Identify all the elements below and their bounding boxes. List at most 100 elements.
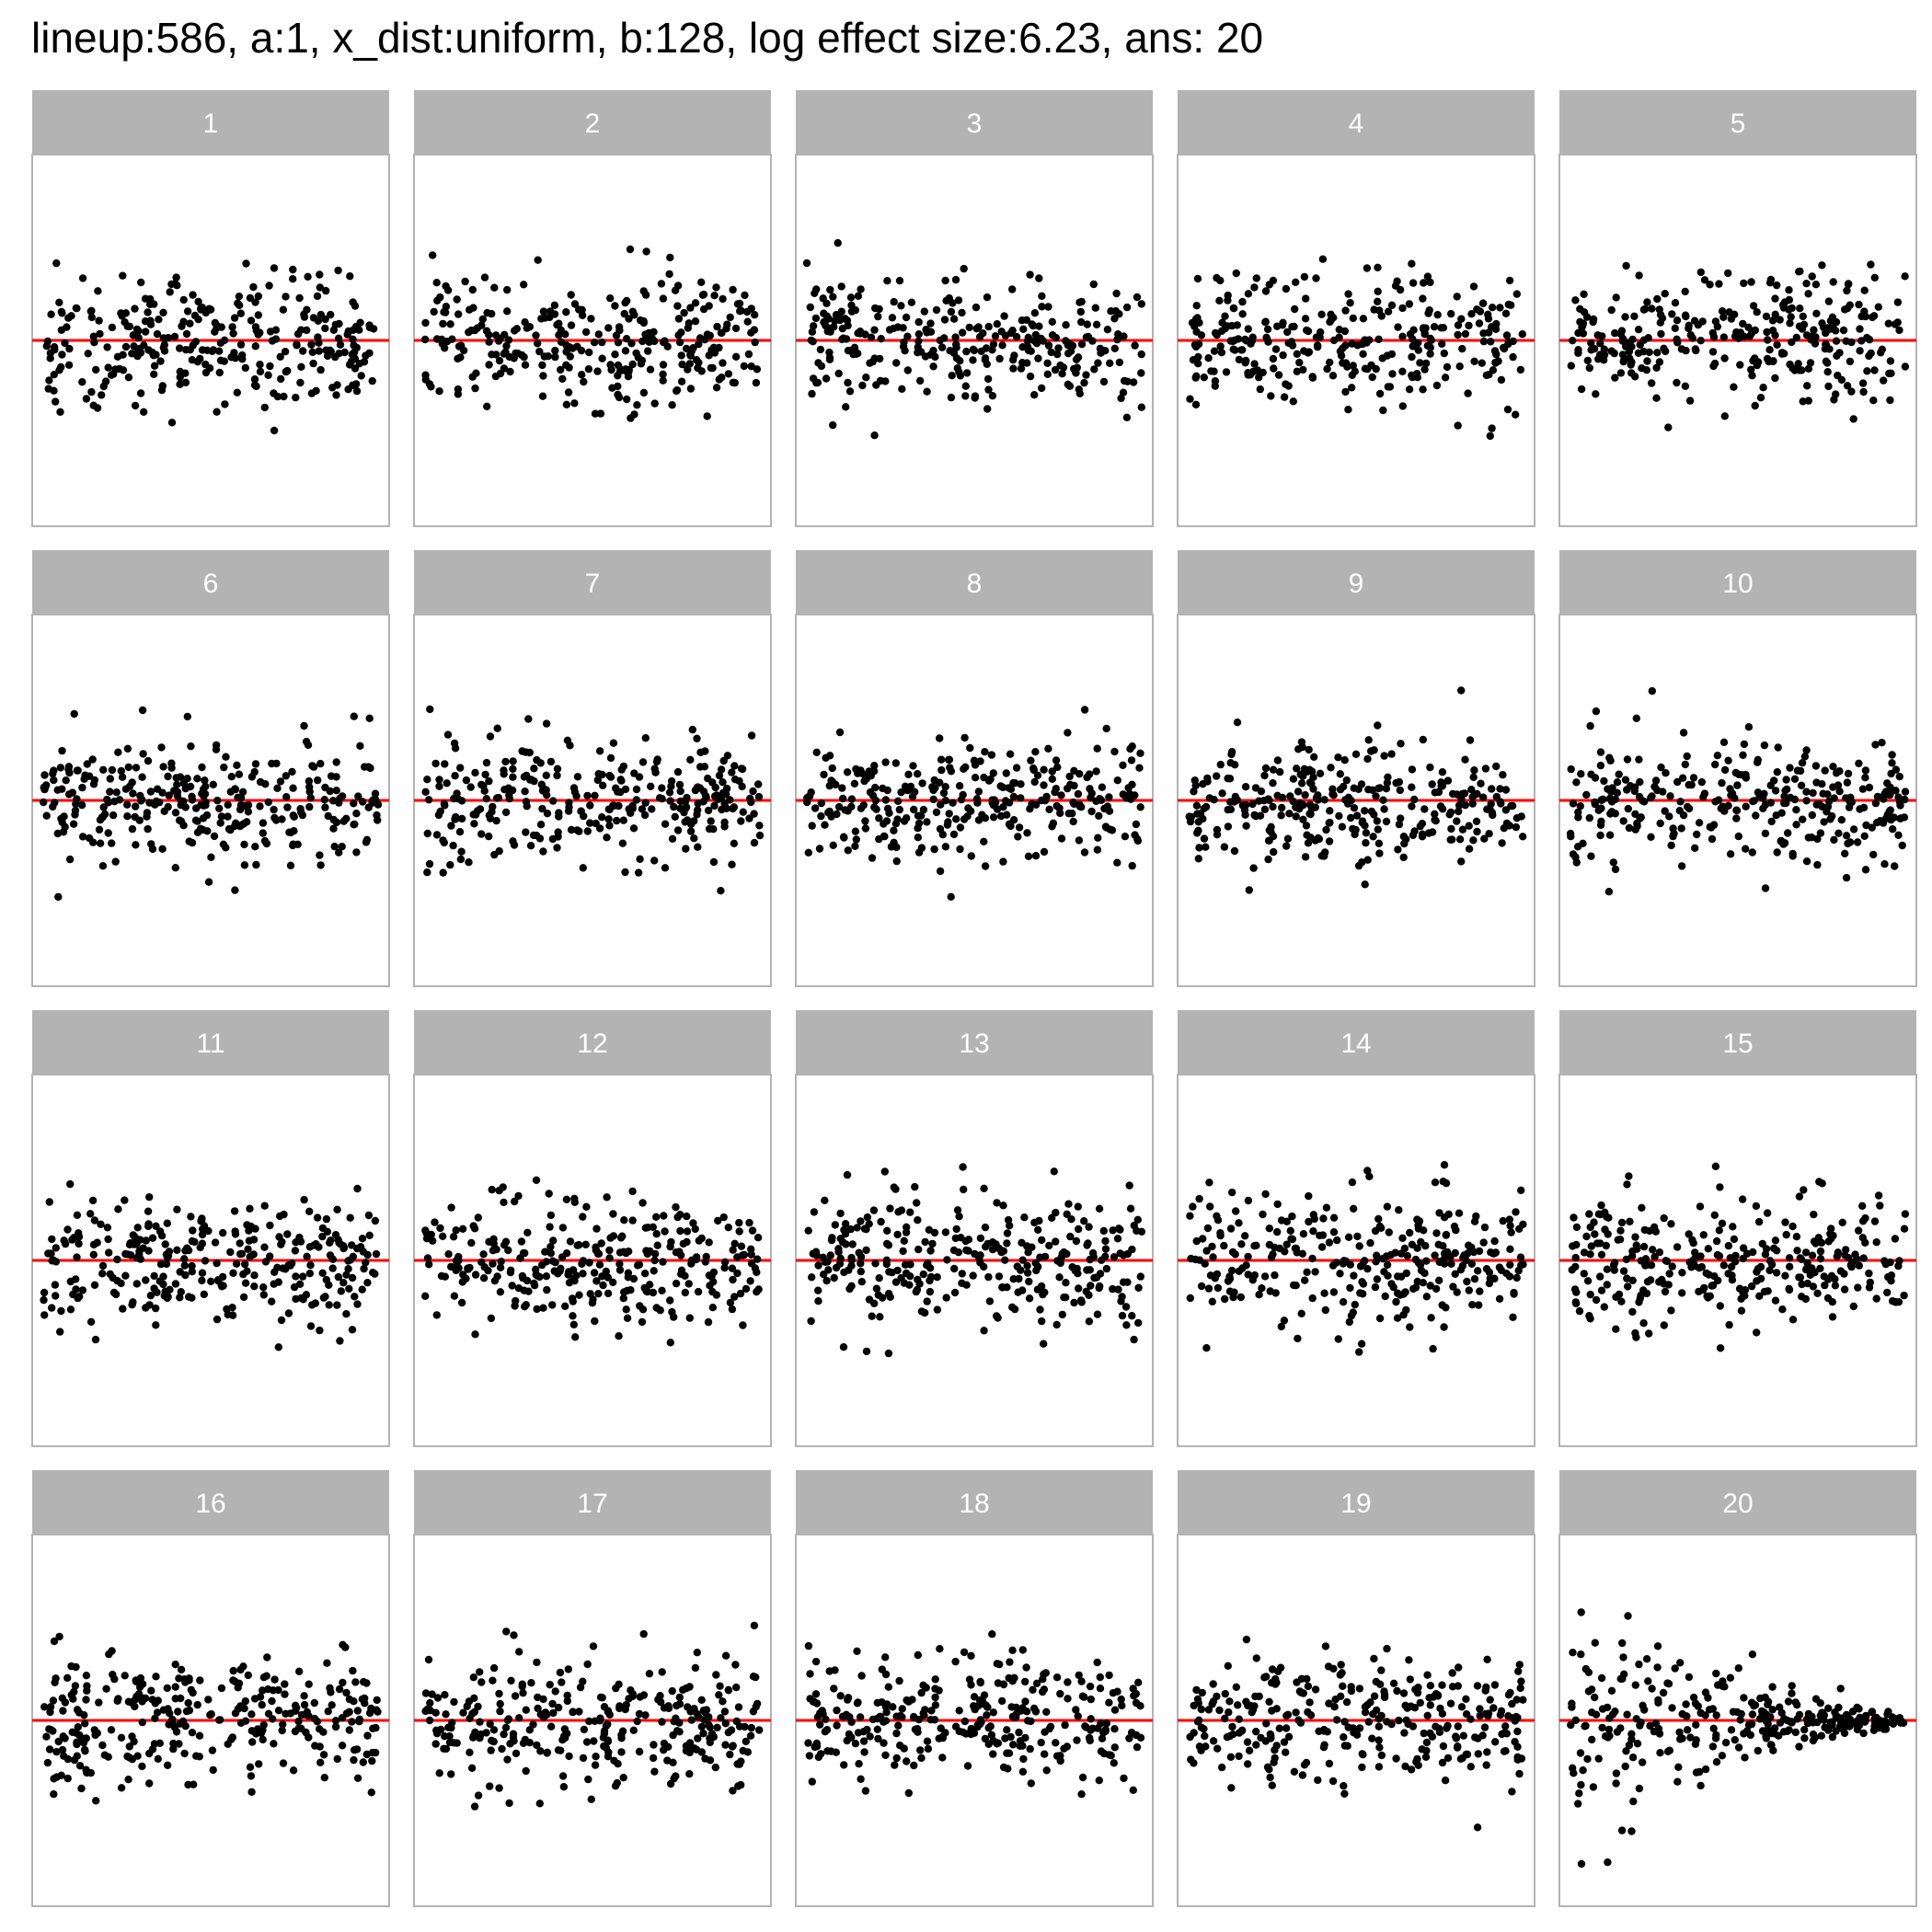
data-point — [1064, 1200, 1073, 1208]
data-point — [1586, 1223, 1594, 1232]
data-point — [1605, 794, 1615, 803]
data-point — [256, 802, 264, 811]
facet-strip-2 — [414, 90, 771, 155]
data-point — [40, 798, 48, 807]
data-point — [960, 815, 969, 823]
data-point — [1274, 371, 1283, 379]
data-point — [1517, 1260, 1525, 1270]
data-point — [729, 804, 737, 813]
data-point — [1058, 370, 1066, 378]
data-point — [1465, 321, 1473, 330]
data-point — [52, 1773, 61, 1781]
data-point — [319, 1751, 328, 1759]
data-point — [630, 410, 638, 419]
data-point — [305, 1680, 313, 1688]
data-point — [96, 329, 104, 339]
data-point — [1489, 1249, 1499, 1258]
data-point — [166, 1709, 174, 1718]
data-point — [1497, 799, 1505, 808]
data-point — [904, 770, 913, 778]
data-point — [86, 1768, 96, 1777]
data-point — [870, 354, 879, 362]
data-point — [1408, 352, 1416, 362]
data-point — [1752, 1202, 1761, 1211]
data-point — [1403, 1251, 1412, 1260]
data-point — [509, 765, 517, 773]
data-point — [938, 831, 947, 839]
data-point — [1823, 368, 1832, 376]
data-point — [501, 808, 511, 817]
data-point — [1265, 796, 1273, 804]
data-point — [822, 374, 831, 383]
data-point — [1005, 784, 1013, 792]
facet-panel-12: 12 — [413, 1010, 772, 1447]
data-point — [1816, 1264, 1824, 1273]
data-point — [639, 388, 649, 397]
data-point — [219, 1228, 227, 1237]
data-point — [1569, 850, 1578, 858]
data-point — [1872, 1294, 1880, 1303]
data-point — [320, 796, 328, 804]
data-point — [566, 1237, 575, 1246]
data-point — [279, 305, 288, 314]
data-point — [229, 1269, 237, 1278]
data-point — [150, 362, 159, 370]
data-point — [666, 253, 674, 262]
data-point — [353, 1774, 362, 1783]
data-point — [1740, 279, 1748, 288]
data-point — [1894, 831, 1903, 839]
data-point — [198, 1269, 207, 1277]
data-point — [1505, 276, 1514, 285]
data-point — [131, 401, 140, 410]
data-point — [150, 1284, 158, 1293]
data-point — [1858, 1217, 1868, 1225]
data-point — [1374, 335, 1383, 343]
data-point — [1687, 1263, 1696, 1271]
data-point — [1653, 294, 1662, 304]
data-point — [628, 360, 637, 369]
data-point — [947, 393, 956, 402]
data-point — [1611, 865, 1620, 874]
data-point — [1731, 332, 1740, 340]
data-point — [973, 799, 982, 807]
data-point — [671, 286, 680, 294]
data-point — [1716, 1344, 1725, 1352]
data-point — [1576, 802, 1585, 811]
data-point — [989, 340, 998, 349]
data-point — [1205, 1179, 1213, 1187]
data-point — [537, 1260, 546, 1270]
data-point — [844, 846, 852, 855]
data-point — [1683, 752, 1691, 761]
data-point — [502, 341, 511, 351]
data-point — [579, 1270, 587, 1278]
data-point — [1363, 339, 1371, 347]
data-point — [593, 367, 602, 375]
data-point — [546, 1249, 555, 1258]
data-point — [201, 776, 209, 785]
data-point — [213, 1315, 222, 1324]
data-point — [1628, 1276, 1637, 1285]
data-point — [117, 309, 125, 317]
data-point — [108, 839, 116, 847]
data-point — [239, 1662, 247, 1671]
data-point — [104, 829, 112, 837]
data-point — [1348, 384, 1356, 392]
data-point — [117, 1784, 126, 1792]
data-point — [458, 1225, 467, 1234]
data-point — [736, 1289, 745, 1298]
data-point — [901, 782, 910, 790]
data-point — [952, 340, 960, 349]
data-point — [316, 851, 324, 859]
data-point — [1695, 819, 1704, 827]
data-point — [188, 796, 197, 804]
data-point — [1610, 1259, 1619, 1267]
data-point — [1470, 1275, 1479, 1283]
data-point — [1285, 810, 1294, 818]
data-point — [496, 1699, 504, 1708]
data-point — [486, 814, 495, 822]
data-point — [1710, 1211, 1719, 1220]
data-point — [921, 352, 930, 361]
data-point — [890, 826, 898, 834]
data-point — [534, 339, 542, 348]
data-point — [905, 1281, 914, 1289]
